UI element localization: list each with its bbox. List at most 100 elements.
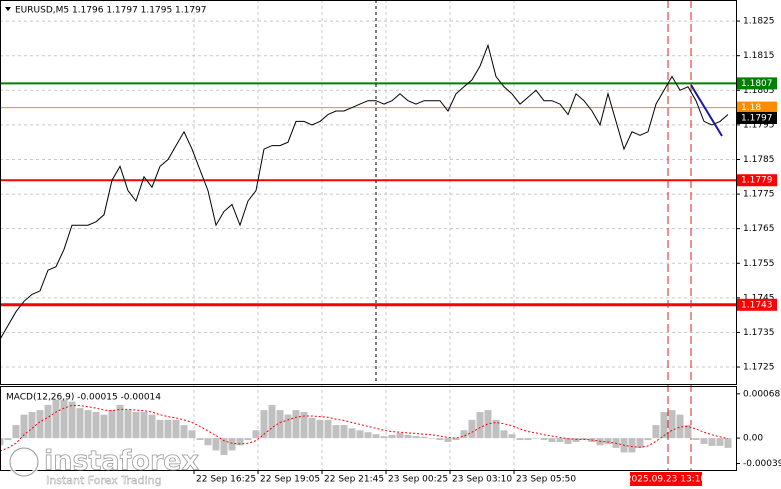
macd-bar [364, 432, 372, 439]
macd-bar [724, 438, 732, 448]
y-tick-label: 1.1815 [743, 51, 775, 61]
level-layer [0, 82, 736, 307]
main-frame [0, 0, 737, 385]
y-tick-label: 1.1755 [743, 259, 775, 269]
price-label: 1.1797 [741, 113, 773, 123]
macd-bar [660, 412, 668, 439]
grid-layer [0, 0, 736, 470]
macd-bar [84, 410, 92, 439]
macd-bar [20, 414, 28, 439]
macd-bar [556, 438, 564, 442]
macd-bar [196, 438, 204, 441]
macd-bar [140, 412, 148, 439]
macd-bar [148, 414, 156, 439]
level-label-box [737, 77, 777, 90]
time-marker-box [630, 472, 702, 486]
macd-bar [268, 404, 276, 439]
y-tick-label: -0.00039 [743, 459, 781, 469]
macd-bar [284, 414, 292, 439]
macd-bar [36, 410, 44, 439]
x-tick-label: 23 Sep 00:25 [388, 475, 448, 485]
macd-bar [412, 436, 420, 439]
macd-bar [124, 410, 132, 439]
macd-bar [236, 438, 244, 446]
y-tick-label: 1.1725 [743, 363, 775, 373]
macd-bar [4, 438, 12, 441]
level-label-box [737, 101, 777, 114]
level-label: 1.1807 [741, 79, 773, 89]
level-label: 1.1743 [741, 300, 773, 310]
macd-bar [220, 438, 228, 456]
y-tick-label: 1.1765 [743, 224, 775, 234]
macd-bar [300, 412, 308, 439]
macd-bar [188, 430, 196, 439]
level-label: 1.18 [741, 103, 761, 113]
macd-bar [52, 399, 60, 439]
macd-bar [508, 434, 516, 439]
watermark-brand: instaforex [44, 446, 199, 477]
macd-bar [292, 410, 300, 439]
watermark-tagline: Instant Forex Trading [46, 474, 162, 487]
y-tick-label: 1.1795 [743, 120, 775, 130]
macd-bar [516, 438, 524, 441]
macd-bar [28, 412, 36, 439]
macd-bar [708, 438, 716, 446]
x-tick-label: 22 Sep 16:25 [196, 475, 256, 485]
macd-bar [204, 438, 212, 446]
macd-bar [668, 410, 676, 439]
macd-bar [132, 412, 140, 439]
y-tick-label: 0.00 [743, 434, 763, 444]
macd-bar [372, 434, 380, 439]
macd-bar [452, 438, 460, 441]
macd-bar [684, 425, 692, 439]
macd-bar [396, 432, 404, 439]
logo-ring-outline [9, 447, 39, 477]
macd-bar [572, 438, 580, 442]
macd-frame [0, 386, 737, 471]
macd-bar [44, 404, 52, 439]
x-tick-label: 23 Sep 03:10 [452, 475, 512, 485]
y-tick-label: 1.1735 [743, 328, 775, 338]
macd-bar [92, 412, 100, 439]
macd-bar [420, 436, 428, 439]
macd-bar [468, 419, 476, 439]
price-line [0, 43, 729, 340]
y-tick-label: 1.1825 [743, 17, 775, 27]
macd-bar [244, 438, 252, 441]
macd-bar [404, 434, 412, 439]
macd-bar [476, 412, 484, 439]
macd-bar [444, 438, 452, 442]
macd-bar [68, 401, 76, 439]
macd-bar [12, 425, 20, 439]
level-label-box [737, 174, 777, 187]
macd-bar [356, 430, 364, 439]
macd-bar [60, 399, 68, 439]
macd-bar [628, 438, 636, 453]
macd-bar [164, 419, 172, 439]
x-tick-label: 22 Sep 21:45 [324, 475, 384, 485]
y-tick-label: 1.1785 [743, 155, 775, 165]
macd-bar [100, 414, 108, 439]
macd-bar [436, 438, 444, 441]
title-arrow [5, 7, 11, 11]
macd-bar [604, 438, 612, 444]
macd-bar [532, 438, 540, 439]
macd-bar [700, 438, 708, 444]
macd-bar [76, 408, 84, 439]
x-tick-label: 22 Sep 19:05 [260, 475, 320, 485]
y-tick-label: 1.1805 [743, 86, 775, 96]
data-layer [0, 43, 732, 456]
macd-bar [108, 410, 116, 439]
macd-bar [564, 438, 572, 444]
macd-bar [324, 419, 332, 439]
level-label: 1.1779 [741, 176, 773, 186]
macd-bar [252, 430, 260, 439]
macd-bar [332, 425, 340, 439]
price-label-box [737, 111, 777, 124]
macd-bar [380, 436, 388, 439]
macd-bar [180, 425, 188, 439]
watermark: instaforex Instant Forex Trading [8, 445, 199, 487]
signal-line [0, 405, 729, 452]
macd-bar [540, 438, 548, 441]
macd-bar [460, 430, 468, 439]
